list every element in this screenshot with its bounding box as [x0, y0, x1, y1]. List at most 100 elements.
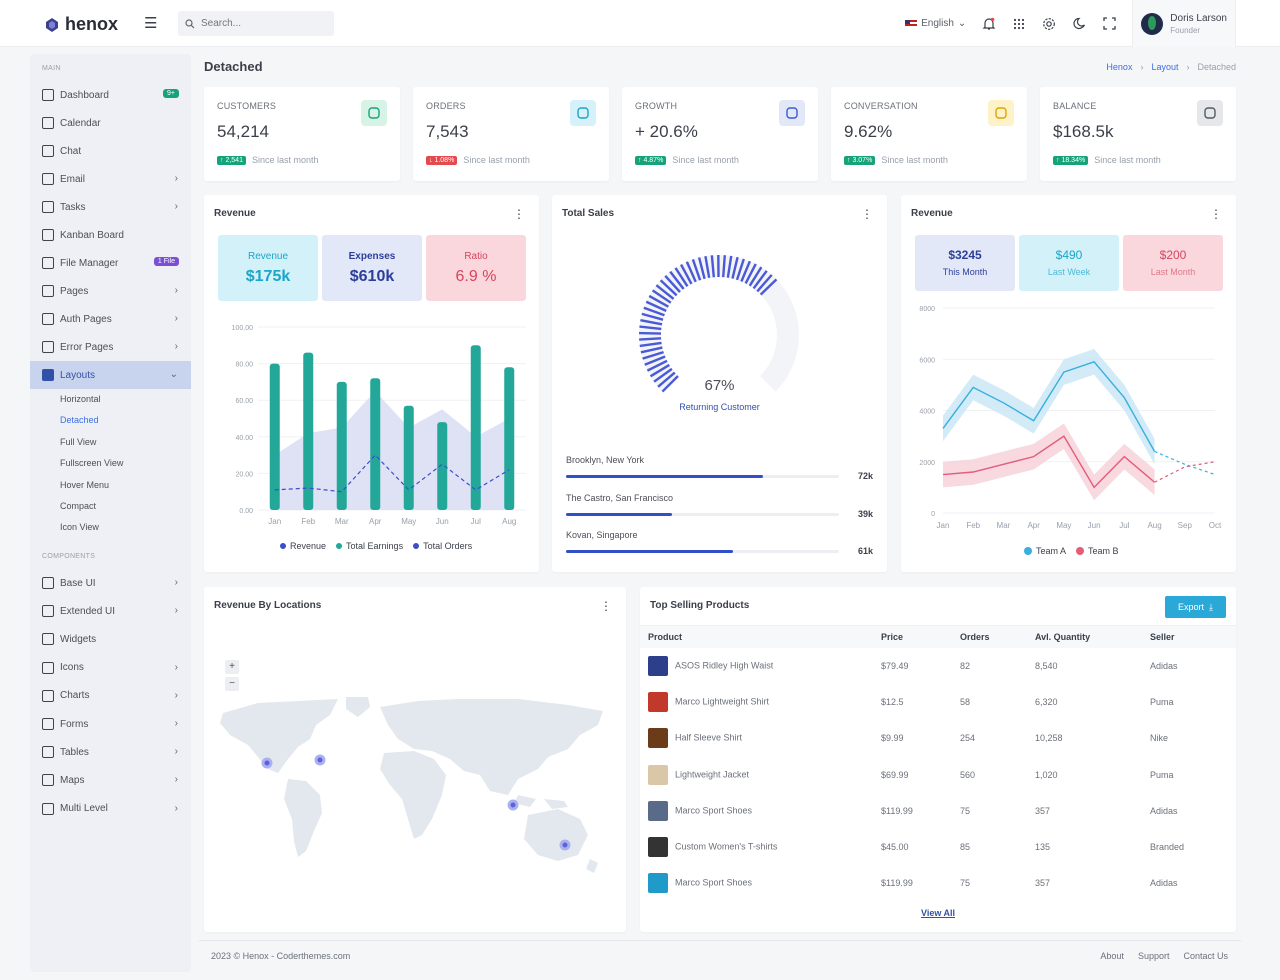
sidebar-item-chat[interactable]: Chat [30, 137, 191, 165]
charts-icon [42, 689, 54, 702]
x-tick-label: Feb [966, 521, 980, 530]
gauge-tick [655, 284, 675, 300]
search-input[interactable] [201, 18, 321, 29]
card-title: Top Selling Products [650, 600, 750, 611]
chevron-right-icon: › [174, 341, 178, 352]
gauge-tick [679, 264, 693, 285]
sidebar-item-email[interactable]: Email › [30, 165, 191, 193]
sidebar-item-tables[interactable]: Tables › [30, 738, 191, 766]
footer-link-contact[interactable]: Contact Us [1183, 951, 1228, 961]
sidebar-item-extended-ui[interactable]: Extended UI › [30, 597, 191, 625]
legend-item[interactable]: Total Orders [413, 541, 472, 551]
change-badge: ↓ 1.08% [426, 155, 458, 165]
sidebar-item-maps[interactable]: Maps › [30, 766, 191, 794]
table-row[interactable]: Marco Sport Shoes $119.99 75 357 Adidas [640, 793, 1236, 829]
location-name: The Castro, San Francisco [566, 492, 674, 503]
export-button[interactable]: Export ⤓ [1165, 596, 1226, 618]
bell-icon[interactable] [982, 17, 996, 31]
legend-item[interactable]: Total Earnings [336, 541, 403, 551]
breadcrumb: Henox › Layout › Detached [1106, 62, 1236, 72]
sidebar-item-label: Auth Pages [60, 313, 112, 325]
breadcrumb-home[interactable]: Henox [1106, 62, 1133, 72]
more-icon[interactable]: ⋮ [1210, 207, 1222, 221]
breadcrumb-layout[interactable]: Layout [1151, 62, 1179, 72]
sidebar-item-charts[interactable]: Charts › [30, 682, 191, 710]
sidebar-subitem-icon-view[interactable]: Icon View [60, 522, 99, 533]
moon-icon[interactable] [1072, 17, 1086, 31]
gauge-tick [697, 257, 706, 280]
sidebar-subitem-horizontal[interactable]: Horizontal [60, 394, 101, 404]
sidebar-subitem-fullscreen-view[interactable]: Fullscreen View [60, 458, 124, 469]
table-cell: 1,020 [1035, 757, 1150, 793]
stat-change: ↑ 3.07% Since last month [844, 155, 948, 165]
x-tick-label: Aug [502, 517, 516, 526]
sidebar-subitem-compact[interactable]: Compact [60, 501, 97, 511]
gear-icon[interactable] [1042, 17, 1056, 31]
legend-item[interactable]: Revenue [280, 541, 326, 551]
gauge-tick [759, 278, 778, 296]
sidebar-item-kanban-board[interactable]: Kanban Board [30, 221, 191, 249]
zoom-in-button[interactable]: + [225, 660, 239, 674]
column-header[interactable]: Avl. Quantity [1035, 632, 1091, 642]
more-icon[interactable]: ⋮ [600, 599, 612, 613]
table-row[interactable]: Custom Women's T-shirts $45.00 85 135 Brande… [640, 829, 1236, 865]
column-header[interactable]: Price [881, 632, 904, 642]
sidebar-item-multi-level[interactable]: Multi Level › [30, 795, 191, 823]
table-row[interactable]: ASOS Ridley High Waist $79.49 82 8,540 Adida… [640, 648, 1236, 684]
sidebar-item-pages[interactable]: Pages › [30, 277, 191, 305]
sidebar-item-tasks[interactable]: Tasks › [30, 193, 191, 221]
sidebar-item-layouts[interactable]: Layouts ⌄ [30, 361, 191, 389]
more-icon[interactable]: ⋮ [861, 207, 873, 221]
table-row[interactable]: Lightweight Jacket $69.99 560 1,020 Puma [640, 757, 1236, 793]
sidebar-item-base-ui[interactable]: Base UI › [30, 569, 191, 597]
footer-link-about[interactable]: About [1100, 951, 1124, 961]
locations-map-card: Revenue By Locations ⋮ + − [204, 587, 626, 932]
world-map [220, 697, 603, 873]
team-revenue-card: Revenue ⋮ $3245 This Month $490 Last Wee… [901, 195, 1236, 572]
cell-text: 6,320 [1035, 697, 1058, 708]
column-header[interactable]: Product [648, 632, 683, 642]
zoom-out-button[interactable]: − [225, 677, 239, 691]
location-progress-fill [566, 475, 763, 478]
view-all-link[interactable]: View All [920, 908, 955, 918]
table-row[interactable]: Marco Lightweight Shirt $12.5 58 6,320 Puma [640, 684, 1236, 720]
column-header[interactable]: Seller [1150, 632, 1175, 642]
language-selector[interactable]: English ⌄ [905, 18, 966, 29]
table-row[interactable]: Half Sleeve Shirt $9.99 254 10,258 Nike [640, 720, 1236, 756]
user-menu[interactable]: Doris Larson Founder [1132, 0, 1236, 47]
y-tick-label: 0.00 [239, 508, 253, 515]
legend-item[interactable]: Team B [1076, 546, 1119, 556]
sidebar-item-file-manager[interactable]: File Manager 1 File [30, 249, 191, 277]
ratio-tile: Ratio 6.9 % [426, 235, 526, 301]
gauge-tick [641, 312, 664, 321]
sidebar-subitem-full-view[interactable]: Full View [60, 436, 97, 447]
sidebar-item-label: Kanban Board [60, 229, 124, 241]
search-box[interactable] [178, 11, 334, 36]
table-row[interactable]: Marco Sport Shoes $119.99 75 357 Adidas [640, 865, 1236, 901]
more-icon[interactable]: ⋮ [513, 207, 525, 221]
sidebar-item-icons[interactable]: Icons › [30, 654, 191, 682]
sidebar-item-auth-pages[interactable]: Auth Pages › [30, 305, 191, 333]
revenue-tile-value: $175k [245, 268, 291, 285]
x-tick-label: Jan [268, 517, 281, 526]
apps-grid-icon[interactable] [1012, 17, 1026, 31]
fullscreen-icon[interactable] [1102, 17, 1116, 31]
menu-toggle-icon[interactable]: ☰ [144, 15, 158, 32]
sidebar-item-forms[interactable]: Forms › [30, 710, 191, 738]
product-thumbnail [648, 692, 668, 713]
footer-link-support[interactable]: Support [1137, 951, 1170, 961]
brand-logo[interactable]: henox [44, 14, 118, 35]
sidebar-subitem-hover-menu[interactable]: Hover Menu [60, 479, 110, 490]
stat-note: Since last month [251, 155, 319, 165]
table-cell: Branded [1150, 829, 1236, 865]
sidebar-item-widgets[interactable]: Widgets [30, 625, 191, 653]
multi-level-icon [42, 802, 54, 815]
column-header[interactable]: Orders [960, 632, 990, 642]
sidebar-item-dashboard[interactable]: Dashboard 9+ [30, 81, 191, 109]
cell-text: Custom Women's T-shirts [675, 841, 778, 852]
table-cell: Nike [1150, 720, 1236, 756]
sidebar-subitem-detached[interactable]: Detached [60, 415, 99, 426]
sidebar-item-calendar[interactable]: Calendar [30, 109, 191, 137]
legend-item[interactable]: Team A [1024, 546, 1066, 556]
sidebar-item-error-pages[interactable]: Error Pages › [30, 333, 191, 361]
